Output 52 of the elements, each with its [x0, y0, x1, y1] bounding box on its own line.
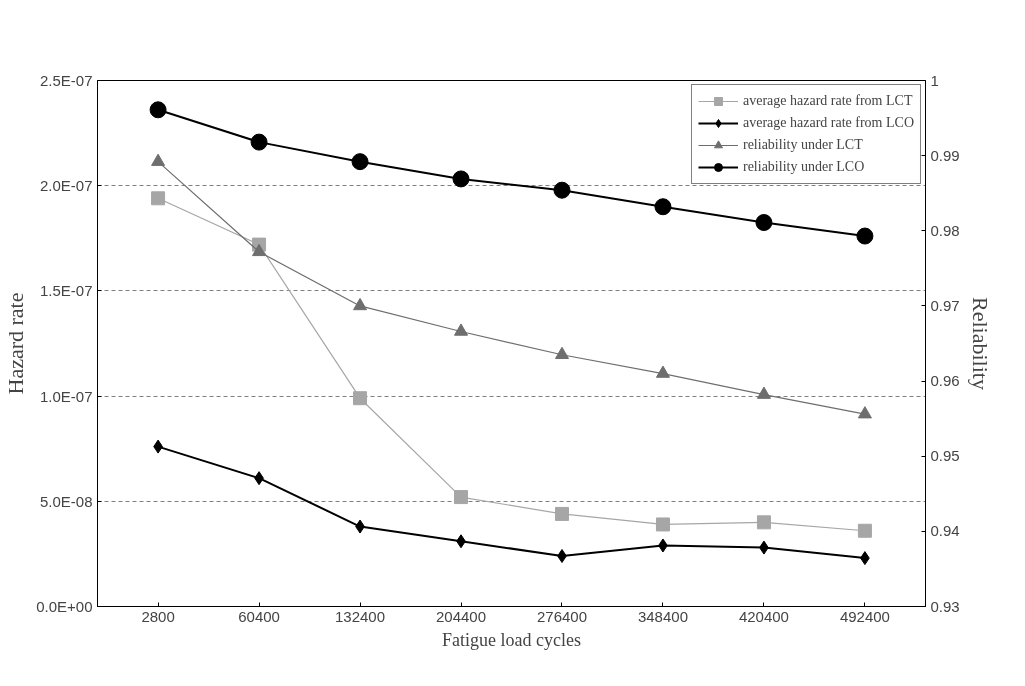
point [557, 549, 567, 563]
y-tick-label: 5.0E-08 [39, 492, 93, 510]
point [452, 170, 470, 188]
y-tick-label: 1.5E-07 [39, 282, 93, 300]
x-tick-label: 348400 [637, 607, 688, 625]
legend-label: reliability under LCT [742, 137, 863, 153]
x-tick-label: 420400 [738, 607, 789, 625]
x-tick-label: 492400 [839, 607, 890, 625]
y2-tick-label: 0.93 [930, 597, 960, 615]
point [554, 506, 569, 521]
point [857, 523, 872, 538]
point [149, 101, 167, 119]
y-tick-label: 1.0E-07 [39, 387, 93, 405]
point [756, 386, 771, 399]
x-tick-label: 276400 [536, 607, 588, 625]
point [351, 153, 369, 171]
x-tick-label: 204400 [435, 607, 487, 625]
point [553, 181, 571, 199]
y2-tick-label: 0.95 [930, 447, 960, 465]
point [252, 243, 267, 257]
y2-tick-label: 0.98 [930, 221, 960, 239]
point [856, 227, 874, 245]
legend-label: average hazard rate from LCT [742, 93, 913, 109]
legend-label: average hazard rate from LCO [742, 115, 914, 131]
x-axis-title: Fatigue load cycles [442, 629, 581, 650]
y2-tick-label: 1 [930, 71, 939, 89]
point [655, 365, 670, 378]
point [554, 346, 569, 360]
y-tick-label: 2.5E-07 [39, 72, 93, 89]
point [353, 297, 368, 311]
point [454, 323, 469, 336]
y2-tick-label: 0.94 [930, 522, 960, 540]
y-tick-label: 0.0E+00 [36, 598, 93, 615]
point [857, 406, 872, 419]
point [353, 391, 368, 406]
point [756, 515, 771, 530]
y2-tick-label: 0.99 [930, 146, 960, 164]
y-tick-label: 2.0E-07 [39, 177, 93, 195]
point [151, 191, 166, 206]
x-tick-label: 60400 [238, 607, 280, 625]
point [250, 133, 268, 151]
point [655, 517, 670, 532]
point [654, 198, 672, 216]
point [454, 490, 469, 505]
legend-label: reliability under LCO [742, 159, 865, 175]
x-tick-label: 2800 [141, 607, 175, 625]
y2-axis-title: Reliability [967, 297, 993, 390]
y2-tick-label: 0.96 [930, 372, 960, 390]
point [755, 214, 773, 231]
y-axis-title: Hazard rate [3, 292, 29, 395]
y2-tick-label: 0.97 [930, 296, 960, 314]
x-tick-label: 132400 [335, 607, 386, 625]
